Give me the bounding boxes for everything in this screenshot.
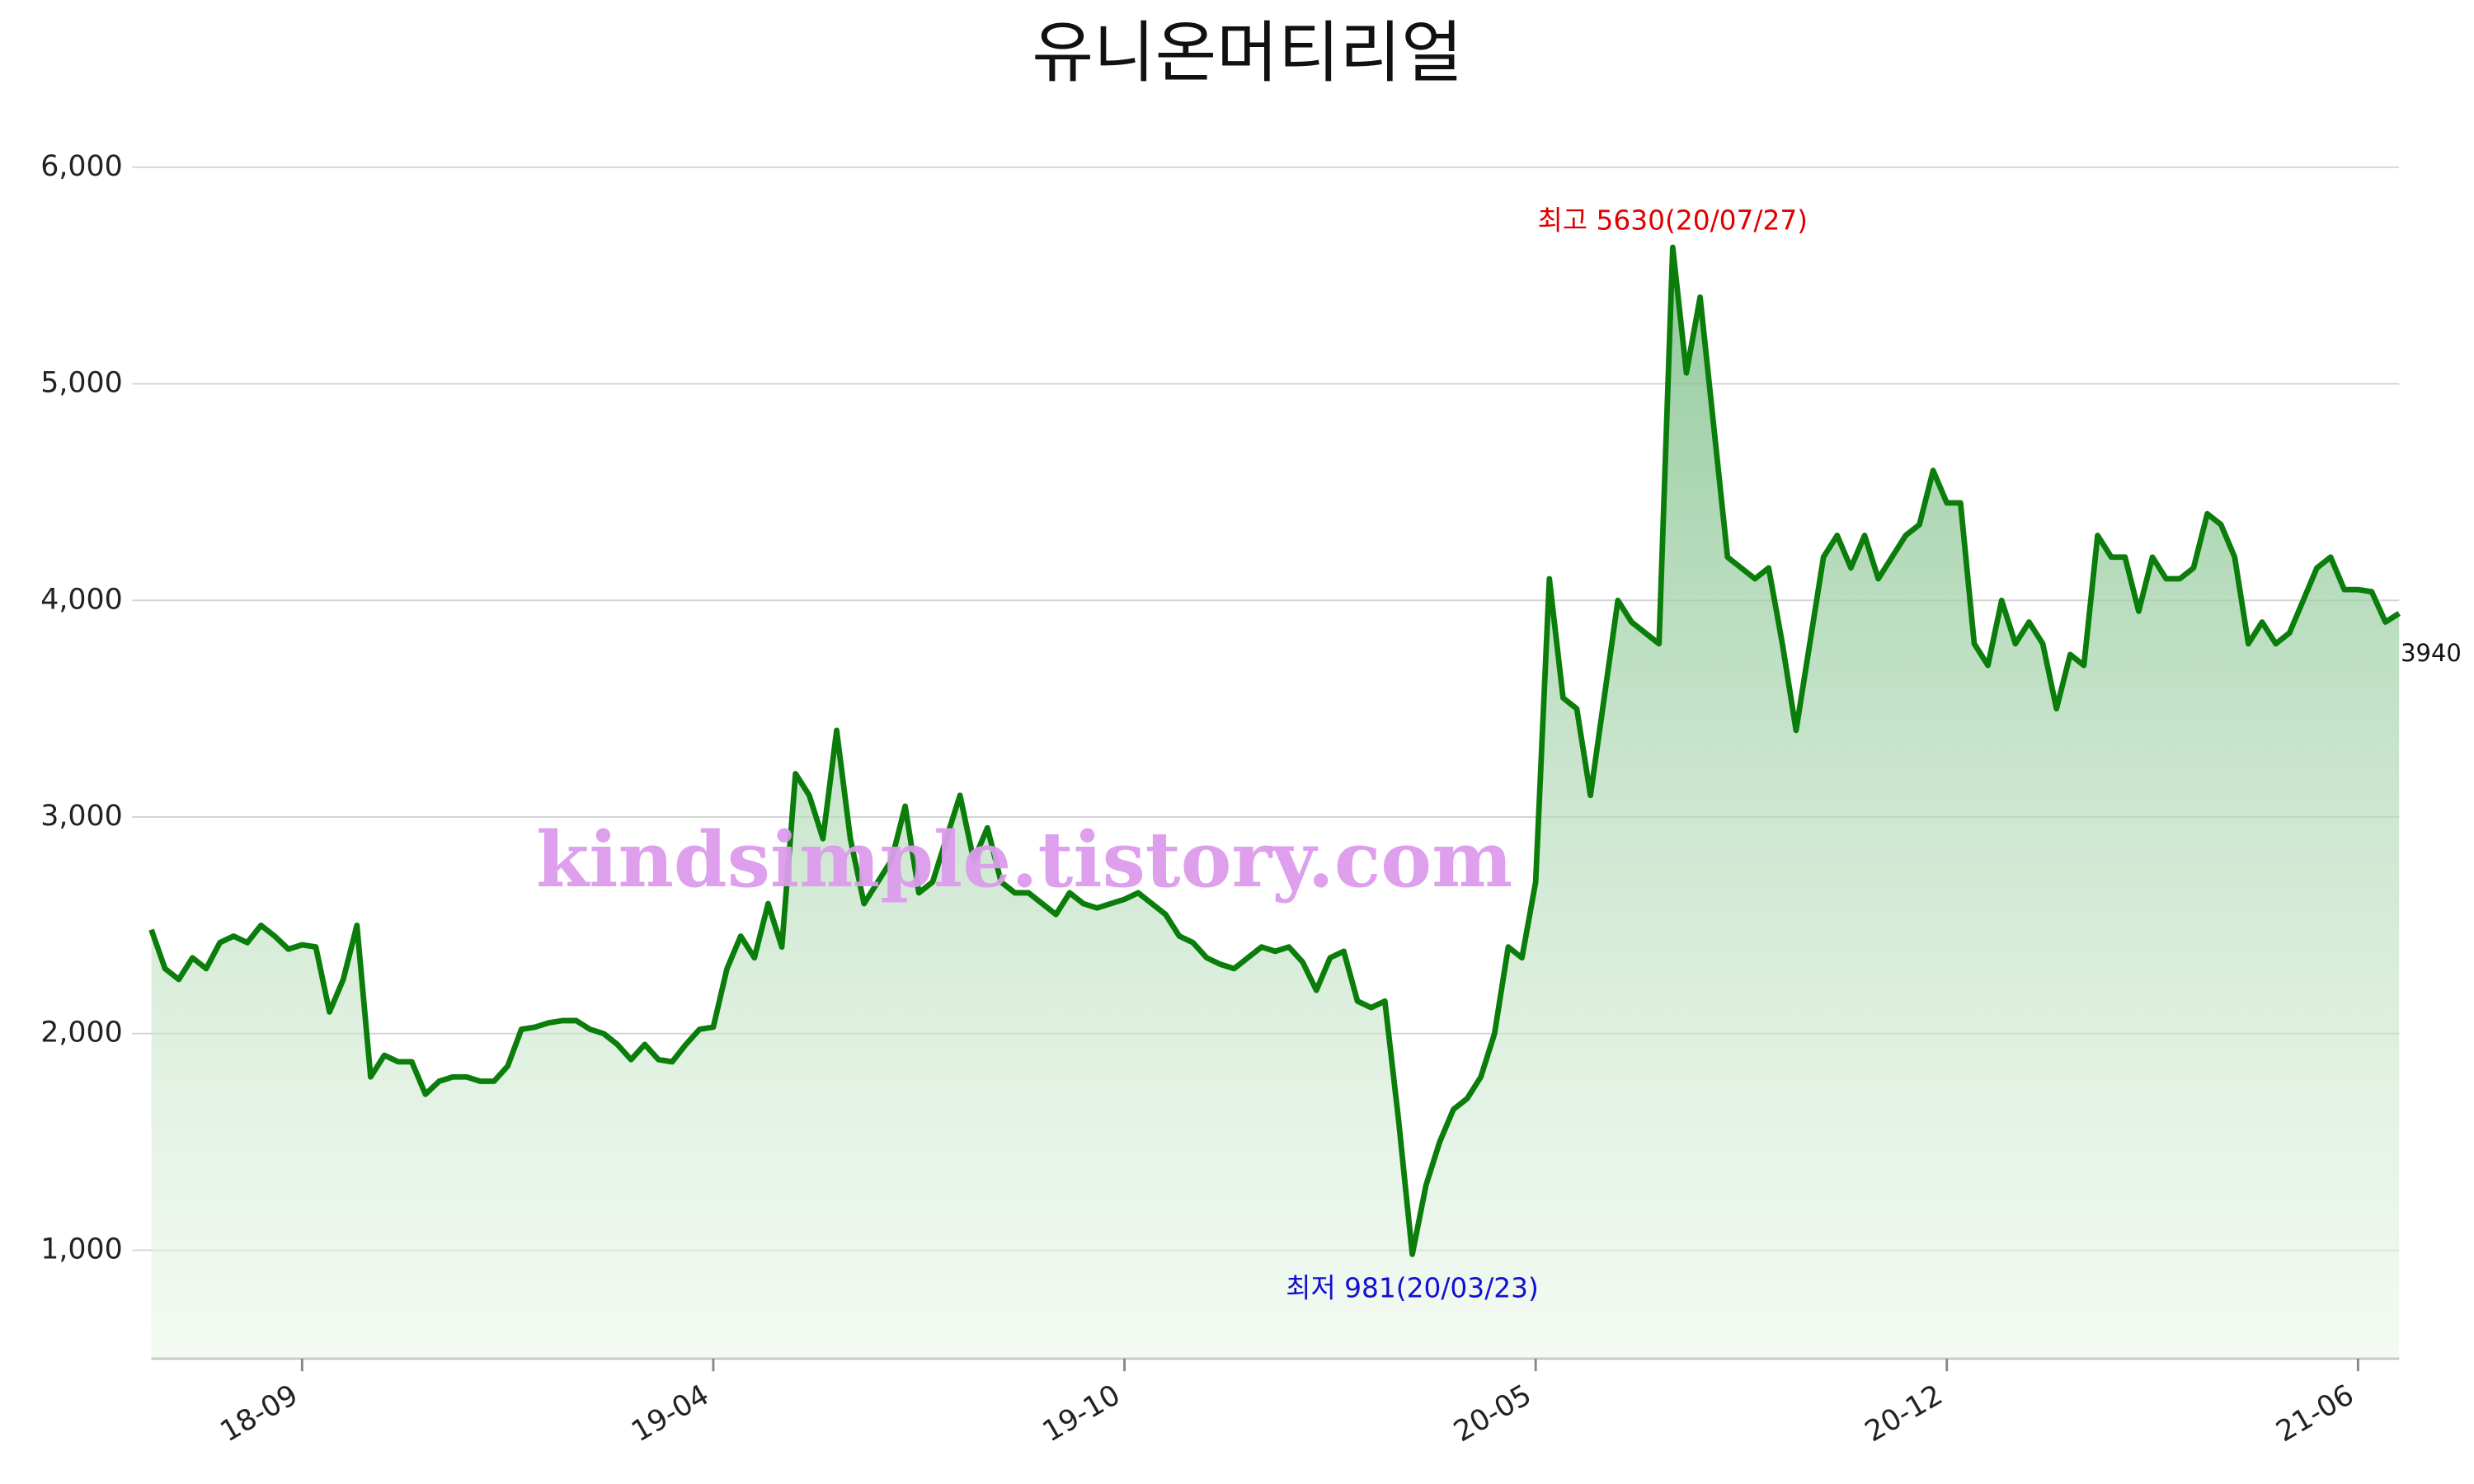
price-line	[148, 244, 2401, 1257]
y-tick-label: 1,000	[40, 1233, 123, 1266]
y-tick-label: 2,000	[40, 1017, 123, 1050]
y-tick-label: 5,000	[40, 367, 123, 400]
annotation: 최고 5630(20/07/27)	[1538, 205, 1808, 237]
x-tick-label: 20-05	[1448, 1378, 1536, 1449]
x-tick-label: 20-12	[1860, 1378, 1948, 1449]
watermark: kindsimple.tistory.com	[536, 815, 1512, 904]
y-tick-label: 6,000	[40, 150, 123, 183]
annotation: 최저 981(20/03/23)	[1286, 1272, 1539, 1303]
last-value-label: 3940	[2401, 639, 2462, 667]
area	[151, 247, 2400, 1359]
chart-title: 유니온머티리얼	[1032, 15, 1462, 92]
x-tick-label: 18-09	[215, 1378, 303, 1449]
y-tick-label: 4,000	[40, 583, 123, 616]
x-tick-label: 19-04	[626, 1378, 714, 1449]
x-tick-label: 21-06	[2271, 1378, 2359, 1449]
y-tick-label: 3,000	[40, 800, 123, 833]
x-tick-label: 19-10	[1037, 1378, 1126, 1449]
